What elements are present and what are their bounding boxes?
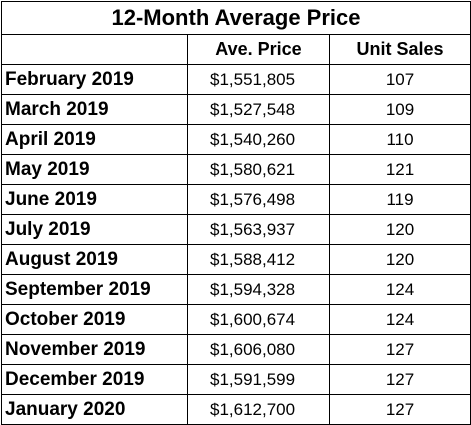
month-cell: February 2019 (1, 64, 188, 95)
table-row: December 2019 $1,591,599 127 (1, 364, 471, 395)
month-cell: January 2020 (1, 394, 188, 425)
month-cell: June 2019 (1, 184, 188, 215)
month-cell: May 2019 (1, 154, 188, 185)
sales-cell: 121 (328, 154, 471, 185)
sales-cell: 120 (328, 244, 471, 275)
month-cell: October 2019 (1, 304, 188, 335)
month-cell: April 2019 (1, 124, 188, 155)
table-row: February 2019 $1,551,805 107 (1, 64, 471, 95)
month-cell: July 2019 (1, 214, 188, 245)
sales-cell: 124 (328, 274, 471, 305)
price-cell: $1,580,621 (187, 154, 330, 185)
table-row: March 2019 $1,527,548 109 (1, 94, 471, 125)
sales-cell: 127 (328, 364, 471, 395)
price-cell: $1,612,700 (187, 394, 330, 425)
price-cell: $1,563,937 (187, 214, 330, 245)
price-cell: $1,606,080 (187, 334, 330, 365)
price-cell: $1,591,599 (187, 364, 330, 395)
price-cell: $1,527,548 (187, 94, 330, 125)
price-cell: $1,576,498 (187, 184, 330, 215)
sales-cell: 120 (328, 214, 471, 245)
header-row: Ave. Price Unit Sales (1, 34, 471, 65)
sales-cell: 109 (328, 94, 471, 125)
table-row: August 2019 $1,588,412 120 (1, 244, 471, 275)
header-month (1, 34, 188, 65)
price-cell: $1,540,260 (187, 124, 330, 155)
sales-cell: 124 (328, 304, 471, 335)
price-cell: $1,594,328 (187, 274, 330, 305)
price-cell: $1,600,674 (187, 304, 330, 335)
table-row: January 2020 $1,612,700 127 (1, 394, 471, 425)
month-cell: November 2019 (1, 334, 188, 365)
month-cell: August 2019 (1, 244, 188, 275)
price-cell: $1,588,412 (187, 244, 330, 275)
table-row: April 2019 $1,540,260 110 (1, 124, 471, 155)
title-row: 12-Month Average Price (0, 1, 471, 35)
table-title: 12-Month Average Price (0, 1, 471, 35)
month-cell: March 2019 (1, 94, 188, 125)
table-row: June 2019 $1,576,498 119 (1, 184, 471, 215)
table-row: September 2019 $1,594,328 124 (1, 274, 471, 305)
header-ave-price: Ave. Price (187, 34, 330, 65)
table-row: May 2019 $1,580,621 121 (1, 154, 471, 185)
sales-cell: 110 (328, 124, 471, 155)
month-cell: September 2019 (1, 274, 188, 305)
sales-cell: 119 (328, 184, 471, 215)
sales-cell: 127 (328, 334, 471, 365)
table-row: November 2019 $1,606,080 127 (1, 334, 471, 365)
table-row: October 2019 $1,600,674 124 (1, 304, 471, 335)
month-cell: December 2019 (1, 364, 188, 395)
price-cell: $1,551,805 (187, 64, 330, 95)
sales-cell: 127 (328, 394, 471, 425)
table-row: July 2019 $1,563,937 120 (1, 214, 471, 245)
sales-cell: 107 (328, 64, 471, 95)
header-unit-sales: Unit Sales (328, 34, 471, 65)
